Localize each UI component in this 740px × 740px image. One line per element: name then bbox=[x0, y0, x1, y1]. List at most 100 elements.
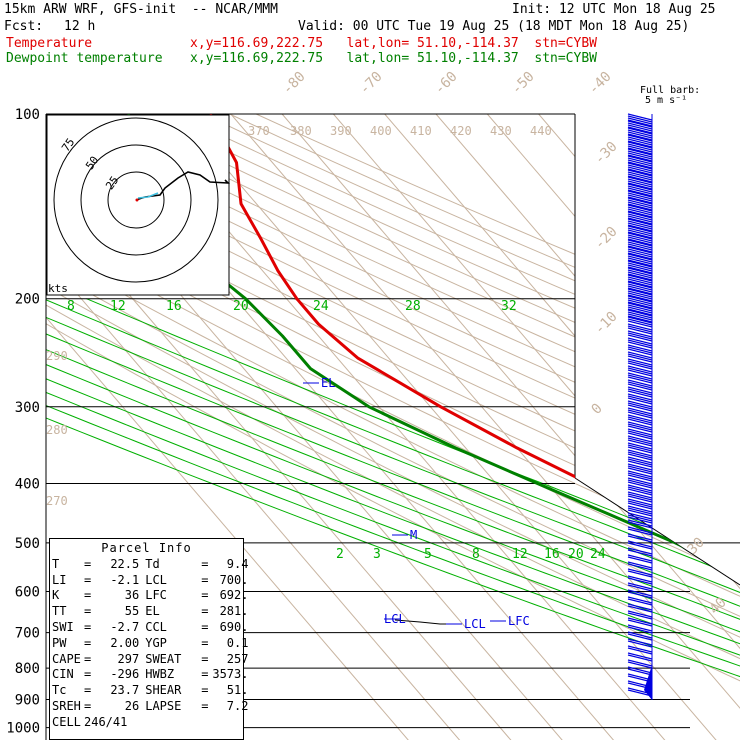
isotherm-label: 30 bbox=[685, 535, 708, 558]
isotherm-label: -10 bbox=[592, 309, 621, 338]
parcel-value: 3573. bbox=[212, 667, 249, 682]
barb-units: 5 m s⁻¹ bbox=[645, 95, 688, 106]
wind-barb bbox=[627, 402, 653, 410]
isotherm-label: -70 bbox=[357, 69, 386, 98]
wind-barb bbox=[627, 442, 653, 450]
wind-barb bbox=[627, 418, 653, 426]
wind-barb bbox=[627, 266, 653, 274]
wind-barb bbox=[627, 250, 653, 258]
wind-barb bbox=[627, 610, 653, 618]
wind-barb bbox=[627, 138, 653, 146]
wind-barb bbox=[627, 479, 653, 487]
wind-barb bbox=[627, 113, 653, 121]
wind-pennant bbox=[644, 665, 652, 700]
wind-barb bbox=[627, 210, 653, 218]
pressure-tick-label: 100 bbox=[15, 107, 40, 123]
wind-barb bbox=[627, 148, 653, 156]
wind-barb bbox=[627, 119, 653, 127]
hodograph-label-25: 25 bbox=[103, 174, 121, 192]
wind-barb bbox=[627, 246, 653, 254]
dry-adiabat-line bbox=[255, 114, 740, 740]
wind-barb bbox=[627, 414, 653, 422]
wind-barb bbox=[627, 183, 653, 191]
wind-barb bbox=[627, 512, 653, 520]
parcel-key: CCL bbox=[145, 619, 167, 634]
wind-barb bbox=[627, 374, 653, 382]
wind-barb bbox=[627, 189, 653, 197]
wind-barb bbox=[627, 325, 653, 333]
wind-barb bbox=[627, 238, 653, 246]
wind-barb bbox=[627, 239, 653, 247]
wind-barb bbox=[627, 428, 653, 436]
wind-barb bbox=[627, 115, 653, 123]
wind-barb bbox=[627, 313, 653, 321]
wind-barb bbox=[627, 498, 653, 506]
mixing-ratio-label: 32 bbox=[501, 299, 517, 314]
wind-barb bbox=[627, 561, 653, 569]
barb-note: Full barb: bbox=[640, 85, 701, 96]
wind-barb bbox=[627, 563, 653, 571]
parcel-value: -2.1 bbox=[110, 572, 140, 587]
wind-barb bbox=[627, 124, 653, 132]
isotherm-line bbox=[486, 114, 740, 740]
parcel-value: 297 bbox=[117, 651, 140, 666]
parcel-row: TT = 55 EL = 281. bbox=[50, 604, 248, 620]
parcel-value: 0.1 bbox=[226, 635, 249, 650]
parcel-row: CIN = -296 HWBZ = 3573. bbox=[50, 667, 248, 683]
wind-barb bbox=[627, 395, 653, 403]
parcel-value: 22.5 bbox=[110, 556, 140, 571]
wind-barb bbox=[627, 150, 653, 158]
wind-barb bbox=[627, 624, 653, 632]
wind-barb bbox=[627, 271, 653, 279]
mixing-ratio-label: 24 bbox=[590, 547, 606, 562]
wind-barb bbox=[627, 260, 653, 268]
parcel-key: T bbox=[52, 556, 60, 571]
parcel-key: SWEAT bbox=[145, 651, 182, 666]
dry-adiabat-line bbox=[46, 114, 740, 740]
parcel-key: LAPSE bbox=[145, 698, 182, 713]
theta-label: 440 bbox=[530, 124, 552, 138]
wind-barb bbox=[627, 304, 653, 312]
moist-adiabat-line bbox=[46, 298, 740, 740]
wind-barb bbox=[627, 591, 653, 599]
wind-barb bbox=[627, 458, 653, 466]
wind-barb bbox=[627, 213, 653, 221]
wind-barb bbox=[627, 668, 653, 676]
wind-barb bbox=[627, 577, 653, 585]
temperature-trace bbox=[208, 114, 740, 696]
level-label: M bbox=[410, 528, 417, 542]
wind-barb bbox=[627, 393, 653, 401]
equals-sign: = bbox=[84, 683, 92, 698]
moist-adiabat-line bbox=[46, 298, 740, 740]
mixing-ratio-label: 16 bbox=[544, 547, 560, 562]
wind-barb bbox=[627, 288, 653, 296]
wind-barb bbox=[627, 472, 653, 480]
wind-barb bbox=[627, 182, 653, 190]
wind-barb bbox=[627, 446, 653, 454]
wind-barb bbox=[627, 407, 653, 415]
wind-barb bbox=[627, 141, 653, 149]
parcel-key: PW bbox=[52, 635, 67, 650]
wind-barb bbox=[627, 171, 653, 179]
wind-barb bbox=[627, 379, 653, 387]
wind-barb bbox=[627, 470, 653, 478]
equals-sign: = bbox=[201, 698, 209, 713]
dry-adiabat-line bbox=[46, 114, 740, 740]
wind-barb bbox=[627, 493, 653, 501]
wind-barb bbox=[627, 435, 653, 443]
parcel-row: T = 22.5 Td = 9.4 bbox=[50, 556, 248, 573]
wind-barb bbox=[627, 346, 653, 354]
wind-barb bbox=[627, 514, 653, 522]
wind-barb bbox=[627, 152, 653, 160]
wind-barb bbox=[627, 201, 653, 209]
wind-barb bbox=[627, 232, 653, 240]
wind-barb bbox=[627, 444, 653, 452]
wind-barb bbox=[627, 617, 653, 625]
pressure-tick-label: 1000 bbox=[6, 721, 40, 737]
wind-barb bbox=[627, 582, 653, 590]
wind-barb bbox=[627, 117, 653, 125]
equals-sign: = bbox=[84, 572, 92, 587]
level-label: LCL bbox=[384, 612, 406, 626]
wind-barb bbox=[627, 519, 653, 527]
wind-barb bbox=[627, 526, 653, 534]
